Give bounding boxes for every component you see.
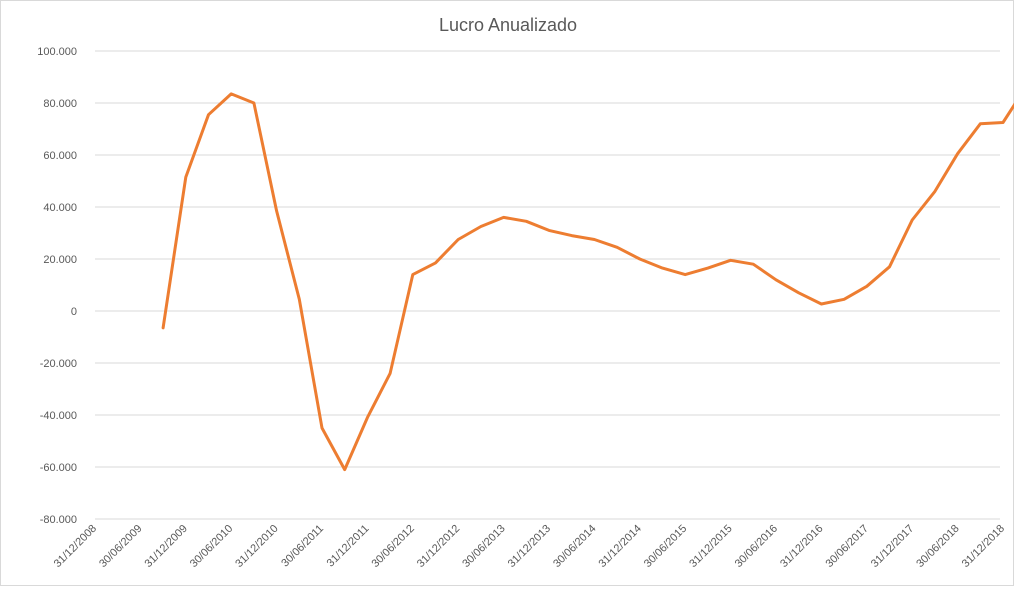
x-tick-label: 31/12/2016 xyxy=(778,523,825,570)
x-tick-label: 30/06/2018 xyxy=(914,523,961,570)
x-tick-label: 31/12/2009 xyxy=(143,523,190,570)
series-layer xyxy=(161,92,1014,472)
x-tick-label: 30/06/2011 xyxy=(279,523,326,570)
series-line xyxy=(161,92,1014,472)
y-tick-label: -20.000 xyxy=(40,358,77,370)
x-tick-label: 31/12/2015 xyxy=(687,523,734,570)
x-tick-label: 31/12/2011 xyxy=(325,523,372,570)
y-tick-label: 20.000 xyxy=(43,254,77,266)
x-tick-label: 31/12/2010 xyxy=(233,523,280,570)
y-tick-label: 40.000 xyxy=(43,202,77,214)
gridlines xyxy=(95,50,1000,520)
x-tick-label: 31/12/2018 xyxy=(960,523,1007,570)
x-tick-label: 30/06/2012 xyxy=(370,523,417,570)
y-tick-label: 80.000 xyxy=(43,98,77,110)
y-tick-label: 0 xyxy=(71,306,77,318)
y-tick-label: 60.000 xyxy=(43,150,77,162)
x-tick-label: 30/06/2017 xyxy=(824,523,871,570)
x-tick-label: 31/12/2012 xyxy=(415,523,462,570)
chart-title: Lucro Anualizado xyxy=(439,15,577,35)
x-tick-label: 30/06/2013 xyxy=(460,523,507,570)
x-tick-label: 30/06/2010 xyxy=(188,523,235,570)
y-tick-label: -60.000 xyxy=(40,462,77,474)
x-tick-label: 30/06/2014 xyxy=(551,523,598,570)
x-tick-label: 31/12/2017 xyxy=(869,523,916,570)
x-tick-label: 31/12/2008 xyxy=(52,523,99,570)
x-tick-label: 31/12/2014 xyxy=(597,523,644,570)
y-axis-tick-labels: -80.000 -60.000 -40.000 -20.000 0 20.000 40.00… xyxy=(37,46,77,526)
x-tick-label: 30/06/2015 xyxy=(642,523,689,570)
y-tick-label: 100.000 xyxy=(37,46,77,58)
y-tick-label: -80.000 xyxy=(40,514,77,526)
x-tick-label: 30/06/2009 xyxy=(97,523,144,570)
x-tick-label: 31/12/2013 xyxy=(506,523,553,570)
x-axis-tick-labels: 31/12/200830/06/200931/12/200930/06/2010… xyxy=(52,523,1007,570)
y-tick-label: -40.000 xyxy=(40,410,77,422)
x-tick-label: 30/06/2016 xyxy=(733,523,780,570)
